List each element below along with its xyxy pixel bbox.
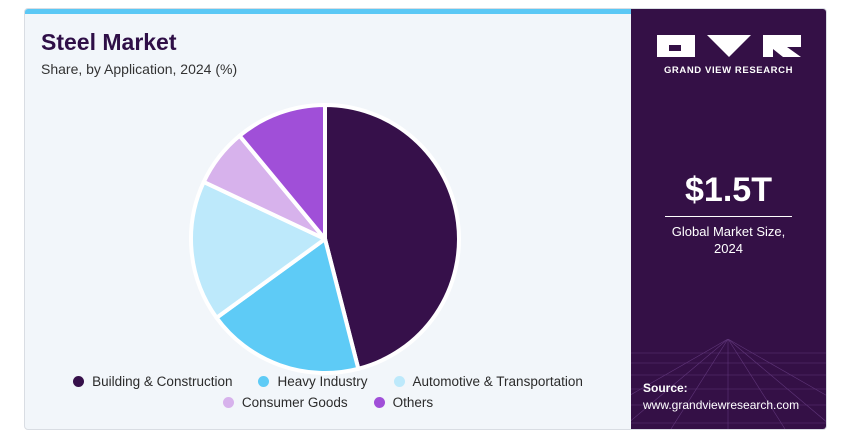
accent-bar [25,9,631,14]
pie-slice-building-construction [323,103,461,371]
brand-name: GRAND VIEW RESEARCH [663,65,794,76]
market-size-label: Global Market Size, 2024 [671,224,786,256]
chart-title: Steel Market [41,29,177,55]
logo-mark [657,35,801,57]
legend-row-1: Building & Construction Heavy Industry A… [25,374,631,389]
legend-item-consumer-goods: Consumer Goods [222,395,348,410]
legend-label: Building & Construction [92,374,233,389]
pie-slice-heavy-industry [214,237,361,375]
legend-swatch [258,376,270,387]
chart-subtitle: Share, by Application, 2024 (%) [41,61,238,77]
legend-label: Automotive & Transportation [412,374,583,389]
pie-slice-automotive-transportation [189,179,327,320]
legend-item-others: Others [373,395,434,410]
source-label: Source: [643,381,688,395]
legend-item-heavy-industry: Heavy Industry [258,374,368,389]
divider [665,216,792,217]
legend-row-2: Consumer Goods Others [25,395,631,410]
sidebar-panel: GRAND VIEW RESEARCH $1.5T Global Market … [631,9,826,429]
legend-label: Others [392,395,434,410]
pie-chart [189,103,461,375]
infographic-card: Steel Market Share, by Application, 2024… [24,8,827,430]
legend-label: Heavy Industry [277,374,368,389]
legend-swatch [73,376,85,387]
source-url[interactable]: www.grandviewresearch.com [643,398,800,412]
legend-item-building-construction: Building & Construction [73,374,232,389]
decorative-grid [631,339,826,429]
legend-swatch [373,397,385,408]
legend-swatch [393,376,405,387]
grand-view-research-logo [657,35,801,57]
market-size-value: $1.5T [685,171,772,209]
legend-item-automotive-transportation: Automotive & Transportation [393,374,583,389]
legend-label: Consumer Goods [241,395,348,410]
pie-slice-others [237,103,327,241]
legend-swatch [222,397,234,408]
